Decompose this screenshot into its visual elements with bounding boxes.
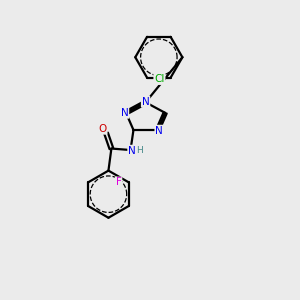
Text: N: N [142,97,149,107]
Text: N: N [128,146,136,156]
Text: N: N [155,126,163,136]
Text: O: O [98,124,107,134]
Text: Cl: Cl [154,74,165,84]
Text: F: F [116,177,122,188]
Text: N: N [121,108,128,118]
Text: H: H [136,146,143,155]
